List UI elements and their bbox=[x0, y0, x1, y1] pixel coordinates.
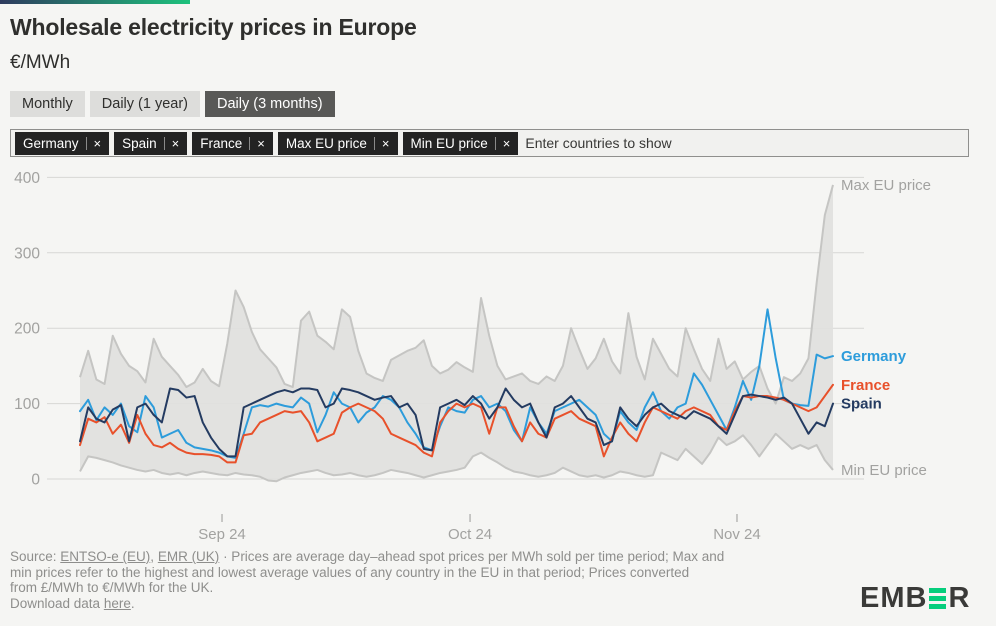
emr-link[interactable]: EMR (UK) bbox=[158, 549, 220, 564]
chip-min-eu-price[interactable]: Min EU price × bbox=[403, 132, 519, 155]
tab-daily-3-months-[interactable]: Daily (3 months) bbox=[205, 91, 335, 117]
y-axis-label-200: 200 bbox=[14, 321, 40, 338]
chart-unit-label: €/MWh bbox=[10, 52, 70, 74]
download-line: Download data here. bbox=[10, 596, 724, 612]
y-axis-label-100: 100 bbox=[14, 396, 40, 413]
chip-label: France bbox=[200, 136, 242, 151]
y-axis-label-0: 0 bbox=[31, 472, 40, 489]
chip-remove-icon[interactable]: × bbox=[374, 137, 390, 150]
country-search-input[interactable] bbox=[523, 131, 964, 155]
chip-label: Germany bbox=[23, 136, 79, 151]
chip-label: Max EU price bbox=[286, 136, 367, 151]
chip-remove-icon[interactable]: × bbox=[249, 137, 265, 150]
series-label-min-eu-price: Min EU price bbox=[841, 462, 927, 479]
footer-notes: Source: ENTSO-e (EU), EMR (UK) · Prices … bbox=[10, 549, 724, 611]
source-line: Source: ENTSO-e (EU), EMR (UK) · Prices … bbox=[10, 549, 724, 565]
chip-spain[interactable]: Spain × bbox=[114, 132, 187, 155]
x-axis-label-sep-24: Sep 24 bbox=[198, 526, 246, 543]
source-prefix: Source: bbox=[10, 549, 60, 564]
ember-logo[interactable]: EMB R bbox=[860, 582, 970, 615]
chip-label: Spain bbox=[122, 136, 157, 151]
chip-france[interactable]: France × bbox=[192, 132, 273, 155]
download-data-link[interactable]: here bbox=[104, 596, 131, 611]
country-filter-bar[interactable]: Germany×Spain×France×Max EU price×Min EU… bbox=[10, 129, 969, 157]
ember-logo-prefix: EMB bbox=[860, 582, 927, 615]
chip-max-eu-price[interactable]: Max EU price × bbox=[278, 132, 398, 155]
chip-germany[interactable]: Germany × bbox=[15, 132, 109, 155]
price-chart[interactable]: 0 100 200 300 400 Sep 24 Oct 24 Nov 24 Max EU pr… bbox=[0, 163, 996, 550]
download-prefix: Download data bbox=[10, 596, 104, 611]
minmax-band bbox=[80, 185, 833, 481]
series-label-spain: Spain bbox=[841, 396, 882, 413]
chip-remove-icon[interactable]: × bbox=[164, 137, 180, 150]
y-axis-label-400: 400 bbox=[14, 170, 40, 187]
selected-country-chips: Germany×Spain×France×Max EU price×Min EU… bbox=[15, 132, 518, 155]
series-label-germany: Germany bbox=[841, 348, 907, 365]
ember-logo-e-icon bbox=[929, 588, 946, 609]
series-label-france: France bbox=[841, 377, 890, 394]
series-label-max-eu-price: Max EU price bbox=[841, 177, 931, 194]
notes-line2: min prices refer to the highest and lowe… bbox=[10, 565, 724, 581]
tab-daily-1-year-[interactable]: Daily (1 year) bbox=[90, 91, 200, 117]
source-sep: , bbox=[150, 549, 158, 564]
x-axis-label-oct-24: Oct 24 bbox=[448, 526, 492, 543]
price-chart-canvas[interactable]: 0 100 200 300 400 Sep 24 Oct 24 Nov 24 Max EU pr… bbox=[0, 163, 996, 550]
download-suffix: . bbox=[131, 596, 135, 611]
chip-remove-icon[interactable]: × bbox=[495, 137, 511, 150]
accent-bar bbox=[0, 0, 190, 4]
notes-line1: · Prices are average day–ahead spot pric… bbox=[219, 549, 724, 564]
period-tabs: MonthlyDaily (1 year)Daily (3 months) bbox=[10, 91, 335, 117]
page-title: Wholesale electricity prices in Europe bbox=[10, 14, 417, 41]
notes-line3: from £/MWh to €/MWh for the UK. bbox=[10, 580, 724, 596]
x-axis-label-nov-24: Nov 24 bbox=[713, 526, 761, 543]
tab-monthly[interactable]: Monthly bbox=[10, 91, 85, 117]
chip-label: Min EU price bbox=[411, 136, 488, 151]
y-axis-label-300: 300 bbox=[14, 245, 40, 262]
entsoe-link[interactable]: ENTSO-e (EU) bbox=[60, 549, 150, 564]
ember-logo-suffix: R bbox=[948, 582, 970, 615]
chip-remove-icon[interactable]: × bbox=[86, 137, 102, 150]
